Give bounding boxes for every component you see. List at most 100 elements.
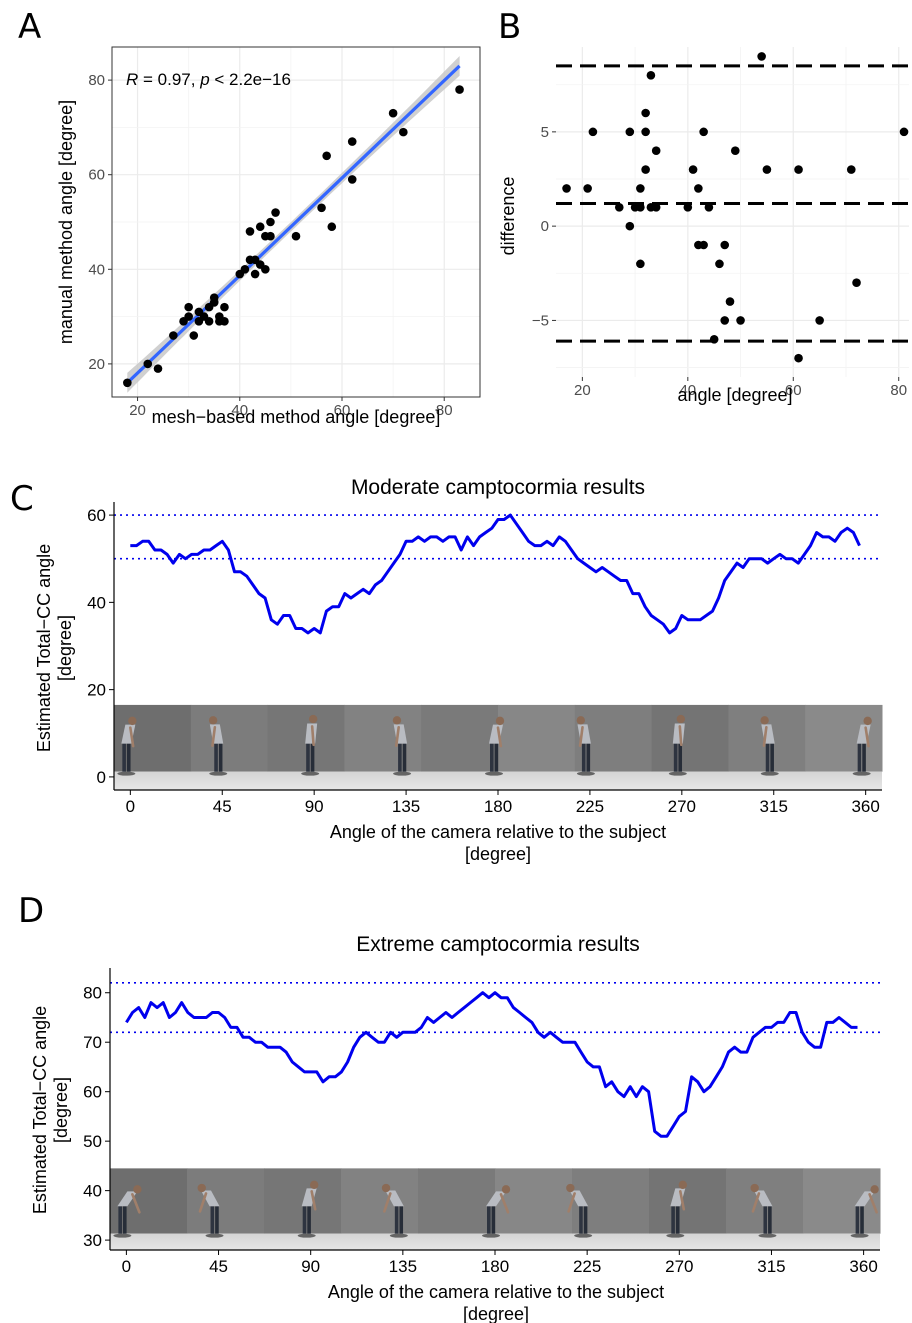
chart-c-person-5 <box>576 716 595 776</box>
line-chart-c: Moderate camptocormia results 0 45 90 135 18… <box>34 476 883 864</box>
point-b-35 <box>815 316 824 325</box>
point-a-30 <box>266 231 275 241</box>
chart-d-person-4 <box>482 1185 511 1238</box>
point-b-32 <box>762 165 772 174</box>
point-b-27 <box>720 316 730 325</box>
regression-line-a <box>126 64 461 384</box>
point-b-1 <box>583 184 592 193</box>
point-b-30 <box>736 316 745 325</box>
point-b-21 <box>699 127 708 137</box>
chart-d-person-5 <box>566 1183 593 1238</box>
panel-letter-d: D <box>18 891 44 931</box>
chart-c-tick-label-x-8: 360 <box>851 797 879 816</box>
tick-label-y-a-1: 40 <box>88 261 105 278</box>
point-b-37 <box>852 278 861 288</box>
point-a-38 <box>388 108 398 118</box>
panel-letter-b: B <box>498 7 521 47</box>
points-b <box>562 52 909 363</box>
axis-label-y-b: difference <box>498 177 518 256</box>
point-b-3 <box>614 202 624 212</box>
axis-label-y-c-line2: [degree] <box>55 615 75 681</box>
chart-title-c: Moderate camptocormia results <box>351 476 645 499</box>
point-a-35 <box>327 222 337 232</box>
point-a-11 <box>204 317 214 326</box>
axis-label-x-d-line2: [degree] <box>463 1304 529 1323</box>
point-a-28 <box>261 264 270 274</box>
chart-d-person-7 <box>750 1183 777 1238</box>
point-a-24 <box>250 269 260 279</box>
tick-label-x-b-2: 60 <box>785 382 802 399</box>
axis-label-x-c-line2: [degree] <box>465 844 531 864</box>
tick-label-x-a-3: 80 <box>436 402 453 419</box>
chart-d-tick-label-x-6: 270 <box>665 1257 693 1276</box>
point-b-33 <box>794 165 803 174</box>
axis-label-x-d-line1: Angle of the camera relative to the subj… <box>328 1282 664 1302</box>
chart-d-person-1 <box>197 1183 224 1238</box>
chart-d-tick-label-y-5: 80 <box>83 984 102 1003</box>
chart-d-tick-label-x-3: 135 <box>389 1257 417 1276</box>
point-a-14 <box>209 293 219 302</box>
reference-lines-c <box>114 514 882 560</box>
tick-label-y-b-2: 5 <box>541 124 549 141</box>
point-a-32 <box>291 231 301 241</box>
axis-label-y-d-line2: [degree] <box>51 1077 71 1143</box>
tick-label-x-b-1: 40 <box>679 382 696 399</box>
point-b-29 <box>730 146 740 156</box>
chart-d-person-6 <box>666 1180 688 1238</box>
chart-d-person-0 <box>113 1185 142 1238</box>
points-a <box>123 85 464 388</box>
chart-c-tick-label-x-7: 315 <box>760 797 788 816</box>
chart-d-tick-label-y-3: 60 <box>83 1083 102 1102</box>
point-b-9 <box>636 259 645 269</box>
axis-label-x-b: angle [degree] <box>677 385 792 405</box>
point-a-17 <box>220 302 229 312</box>
point-b-22 <box>699 240 708 250</box>
chart-d-tick-label-x-1: 45 <box>209 1257 228 1276</box>
point-a-40 <box>455 85 464 94</box>
point-a-33 <box>317 203 326 213</box>
chart-c-tick-label-x-5: 225 <box>576 797 604 816</box>
point-b-2 <box>588 127 598 137</box>
axis-label-x-a: mesh−based method angle [degree] <box>152 407 441 427</box>
point-b-5 <box>625 221 635 231</box>
scatter-chart-b: 20 40 60 80 −5 0 5 angle [degree] difference <box>498 47 909 405</box>
chart-d-tick-label-x-4: 180 <box>481 1257 509 1276</box>
chart-d-person-3 <box>381 1183 408 1238</box>
chart-c-tick-label-y-3: 60 <box>87 506 106 525</box>
chart-c-person-1 <box>208 716 228 776</box>
chart-d-tick-label-x-2: 90 <box>301 1257 320 1276</box>
chart-c-tick-label-y-2: 40 <box>87 593 106 612</box>
limit-lines-b <box>556 64 909 343</box>
point-a-2 <box>153 364 163 373</box>
axis-label-y-a: manual method angle [degree] <box>56 100 76 344</box>
chart-c-person-6 <box>668 714 687 776</box>
point-a-3 <box>169 331 178 340</box>
chart-title-d: Extreme camptocormia results <box>356 933 640 956</box>
point-b-24 <box>709 334 719 344</box>
reference-lines-d <box>110 982 880 1034</box>
chart-c-tick-label-y-1: 20 <box>87 681 106 700</box>
chart-d-tick-label-x-7: 315 <box>757 1257 785 1276</box>
tick-label-x-b-3: 80 <box>890 382 907 399</box>
chart-c-person-3 <box>392 716 412 776</box>
axis-label-y-c-line1: Estimated Total−CC angle <box>34 544 54 752</box>
point-a-0 <box>123 378 132 388</box>
tick-label-x-a-1: 40 <box>231 402 248 419</box>
chart-c-person-7 <box>760 716 779 776</box>
point-a-22 <box>245 227 255 236</box>
panel-letter-a: A <box>18 7 41 47</box>
point-b-31 <box>757 52 766 61</box>
point-b-20 <box>694 184 703 193</box>
chart-d-tick-label-y-4: 70 <box>83 1033 102 1052</box>
point-a-7 <box>189 331 199 340</box>
point-b-28 <box>725 297 735 306</box>
point-b-13 <box>646 70 656 80</box>
line-chart-d: Extreme camptocormia results 0 45 90 135 180… <box>30 933 881 1323</box>
chart-c-person-0 <box>117 716 137 776</box>
tick-label-x-b-0: 20 <box>574 382 591 399</box>
chart-d-tick-label-y-0: 30 <box>83 1231 102 1250</box>
point-b-11 <box>641 127 650 137</box>
point-a-18 <box>220 317 229 326</box>
point-a-29 <box>266 217 275 227</box>
